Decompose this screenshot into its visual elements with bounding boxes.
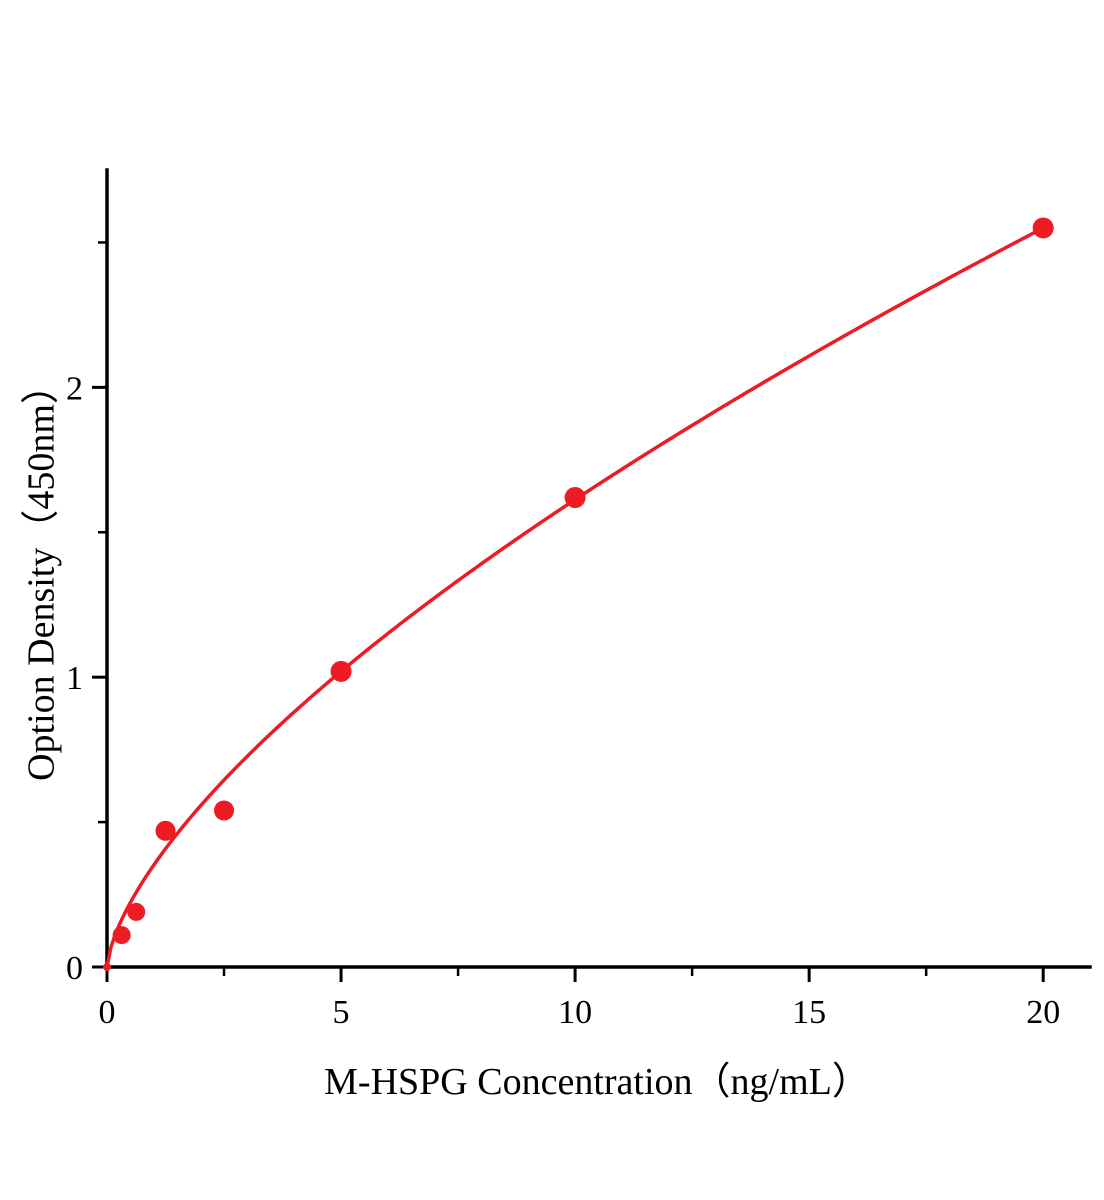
y-tick-label: 0 (66, 950, 83, 987)
x-tick-label: 10 (558, 994, 592, 1031)
y-tick-label: 1 (66, 660, 83, 697)
x-tick-label: 0 (99, 994, 116, 1031)
x-tick-label: 5 (333, 994, 350, 1031)
data-point (330, 660, 352, 682)
y-axis-label: Option Density（450nm） (20, 366, 63, 781)
axis-spines (105, 168, 1092, 969)
x-tick-label: 15 (792, 994, 826, 1031)
data-point (127, 902, 146, 921)
x-tick-label: 20 (1026, 994, 1060, 1031)
data-point (1032, 217, 1054, 239)
data-point (103, 963, 111, 971)
data-point (564, 486, 586, 508)
data-point (214, 800, 235, 821)
x-axis-label: M-HSPG Concentration（ng/mL） (324, 1061, 870, 1103)
fit-curve (105, 226, 1045, 968)
y-tick-label: 2 (66, 370, 83, 407)
data-point (155, 820, 176, 841)
data-point (112, 926, 131, 945)
